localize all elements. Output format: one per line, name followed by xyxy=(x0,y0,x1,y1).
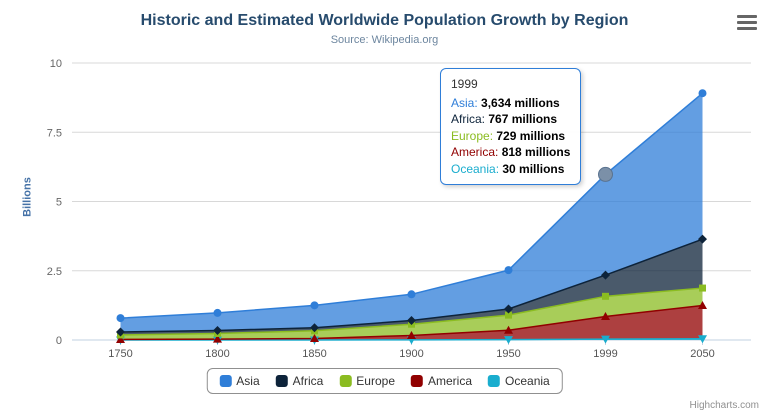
legend-item-europe[interactable]: Europe xyxy=(339,374,395,388)
legend-item-africa[interactable]: Africa xyxy=(275,374,324,388)
tooltip-row-america: America: 818 millions xyxy=(451,144,570,161)
hovered-point[interactable] xyxy=(598,166,613,182)
markers-asia[interactable] xyxy=(116,89,707,323)
legend-item-oceania[interactable]: Oceania xyxy=(488,374,550,388)
legend-label: Africa xyxy=(292,374,324,388)
svg-text:10: 10 xyxy=(50,58,62,70)
tooltip-series-label: America: xyxy=(451,145,502,159)
svg-text:1950: 1950 xyxy=(496,348,520,360)
menu-bar xyxy=(737,15,757,18)
area-africa[interactable] xyxy=(120,239,703,335)
tooltip-series-value: 3,634 millions xyxy=(481,95,560,110)
chart-title: Historic and Estimated Worldwide Populat… xyxy=(140,12,629,29)
svg-text:1750: 1750 xyxy=(108,348,132,360)
legend-swatch-icon xyxy=(219,375,232,387)
svg-text:1999: 1999 xyxy=(593,348,617,360)
tooltip-rows: Asia: 3,634 millions Africa: 767 millions… xyxy=(451,95,570,178)
legend-item-asia[interactable]: Asia xyxy=(219,374,260,388)
legend-swatch-icon xyxy=(339,375,352,387)
credits-link[interactable]: Highcharts.com xyxy=(689,400,759,411)
tooltip-series-value: 767 millions xyxy=(488,112,558,126)
tooltip: 1999 Asia: 3,634 millions Africa: 767 mil… xyxy=(440,68,582,185)
legend: Asia Africa Europe America Oceania xyxy=(206,368,563,394)
markers-america[interactable] xyxy=(116,300,707,343)
chart-subtitle: Source: Wikipedia.org xyxy=(330,34,439,46)
tooltip-series-label: Europe: xyxy=(451,128,497,143)
tooltip-series-label: Oceania: xyxy=(451,161,503,176)
legend-swatch-icon xyxy=(411,375,424,387)
area-america[interactable] xyxy=(120,305,703,340)
legend-label: Europe xyxy=(356,374,396,388)
svg-text:1800: 1800 xyxy=(205,348,229,360)
svg-text:2050: 2050 xyxy=(690,348,714,360)
tooltip-row-europe: Europe: 729 millions xyxy=(451,128,570,145)
menu-bar xyxy=(737,21,757,24)
legend-item-america[interactable]: America xyxy=(411,374,472,388)
svg-text:1900: 1900 xyxy=(399,348,423,360)
legend-swatch-icon xyxy=(275,375,288,387)
x-axis-labels: 1750 1800 1850 1900 1950 1999 2050 xyxy=(108,348,714,360)
tooltip-series-label: Africa: xyxy=(451,112,489,126)
legend-label: Asia xyxy=(236,374,260,388)
tooltip-series-value: 30 millions xyxy=(502,161,565,176)
tooltip-series-value: 818 millions xyxy=(501,145,571,159)
export-menu-icon[interactable] xyxy=(737,15,757,30)
svg-text:7.5: 7.5 xyxy=(47,127,62,139)
svg-text:1850: 1850 xyxy=(302,348,326,360)
svg-text:0: 0 xyxy=(56,335,62,347)
tooltip-row-africa: Africa: 767 millions xyxy=(451,111,570,128)
legend-label: Oceania xyxy=(505,374,550,388)
legend-swatch-icon xyxy=(488,375,501,387)
menu-bar xyxy=(737,27,757,30)
svg-text:2.5: 2.5 xyxy=(47,266,62,278)
area-series[interactable] xyxy=(120,92,703,341)
svg-text:5: 5 xyxy=(56,197,62,209)
tooltip-row-asia: Asia: 3,634 millions xyxy=(451,95,570,112)
markers-africa[interactable] xyxy=(116,234,707,337)
legend-label: America xyxy=(428,374,473,388)
tooltip-row-oceania: Oceania: 30 millions xyxy=(451,161,570,178)
area-asia[interactable] xyxy=(120,93,703,332)
tooltip-series-label: Asia: xyxy=(451,95,482,110)
tooltip-header: 1999 xyxy=(451,77,478,91)
y-axis-labels: 0 2.5 5 7.5 10 xyxy=(47,58,62,347)
tooltip-series-value: 729 millions xyxy=(496,128,566,143)
